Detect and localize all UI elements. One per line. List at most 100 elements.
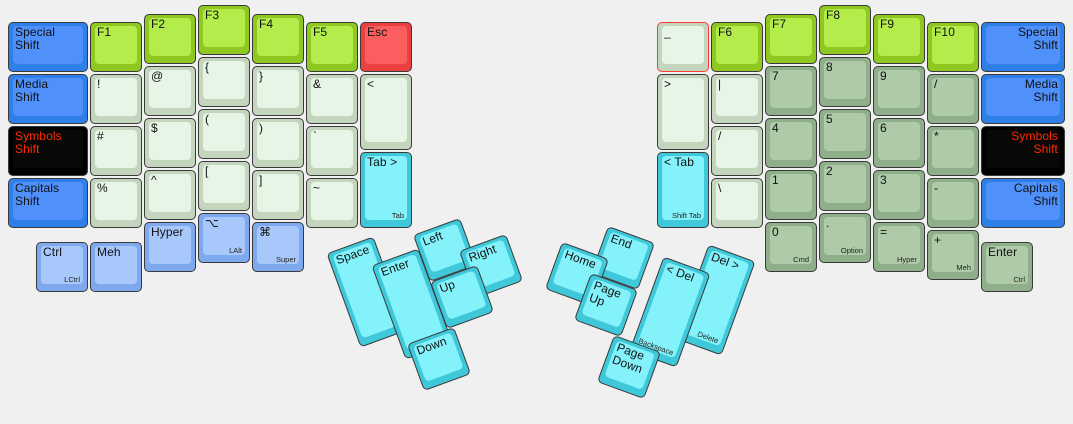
col-r-innermost-key-0[interactable]: _ xyxy=(657,22,709,72)
key-label: 7 xyxy=(772,69,779,83)
col-r-innermost-key-1[interactable]: > xyxy=(657,74,709,150)
key-cap xyxy=(41,246,83,284)
key-label: ^ xyxy=(151,173,157,187)
col-outer-left-key-1[interactable]: Media Shift xyxy=(8,74,88,124)
col-index-key-0[interactable]: F4 xyxy=(252,14,304,64)
key-cap xyxy=(662,78,704,142)
key-cap xyxy=(95,182,137,220)
col-r-pinky-key-1[interactable]: / xyxy=(927,74,979,124)
key-cap xyxy=(716,78,758,116)
col-index-key-4[interactable]: ⌘ Super xyxy=(252,222,304,272)
col-r-index-key-2[interactable]: 4 xyxy=(765,118,817,168)
col-r-index-key-4[interactable]: 0 Cmd xyxy=(765,222,817,272)
key-label: ` xyxy=(313,129,318,143)
key-label: F10 xyxy=(934,25,955,39)
col-middle-key-2[interactable]: ( xyxy=(198,109,250,159)
col-inner-key-1[interactable]: & xyxy=(306,74,358,124)
col-r-ring-key-3[interactable]: 3 xyxy=(873,170,925,220)
col-r-inner-key-0[interactable]: F6 xyxy=(711,22,763,72)
col-r-inner-key-2[interactable]: / xyxy=(711,126,763,176)
col-r-ring-key-0[interactable]: F9 xyxy=(873,14,925,64)
key-label: 2 xyxy=(826,164,833,178)
col-innermost-key-0[interactable]: Esc xyxy=(360,22,412,72)
col-r-index-key-0[interactable]: F7 xyxy=(765,14,817,64)
key-cap xyxy=(824,165,866,203)
key-cap xyxy=(149,174,191,212)
key-sublabel: Shift Tab xyxy=(671,211,701,220)
col-pinky-key-2[interactable]: # xyxy=(90,126,142,176)
col-outer-right-key-0[interactable]: Special Shift xyxy=(981,22,1065,72)
col-innermost-key-1[interactable]: < xyxy=(360,74,412,150)
key-cap xyxy=(878,226,920,264)
col-index-key-3[interactable]: ] xyxy=(252,170,304,220)
key-label: 9 xyxy=(880,69,887,83)
key-label: | xyxy=(718,77,722,91)
col-outer-right-key-2[interactable]: Symbols Shift xyxy=(981,126,1065,176)
key-label: ( xyxy=(205,112,210,126)
col-middle-key-4[interactable]: ⌥ LAlt xyxy=(198,213,250,263)
col-innermost-key-2[interactable]: Tab > Tab xyxy=(360,152,412,228)
col-r-pinky-key-4[interactable]: + Meh xyxy=(927,230,979,280)
col-middle-key-0[interactable]: F3 xyxy=(198,5,250,55)
col-r-pinky-key-0[interactable]: F10 xyxy=(927,22,979,72)
key-cap xyxy=(203,61,245,99)
key-label: } xyxy=(259,69,264,83)
col-r-inner-key-1[interactable]: | xyxy=(711,74,763,124)
key-label: # xyxy=(97,129,104,143)
col-r-middle-key-1[interactable]: 8 xyxy=(819,57,871,107)
key-label: $ xyxy=(151,121,158,135)
col-outer-right-key-1[interactable]: Media Shift xyxy=(981,74,1065,124)
col-ring-key-2[interactable]: $ xyxy=(144,118,196,168)
col-ring-key-1[interactable]: @ xyxy=(144,66,196,116)
col-inner-key-0[interactable]: F5 xyxy=(306,22,358,72)
col-r-middle-key-3[interactable]: 2 xyxy=(819,161,871,211)
meh-key[interactable]: Meh xyxy=(90,242,142,292)
col-inner-key-3[interactable]: ~ xyxy=(306,178,358,228)
col-r-innermost-key-2[interactable]: < Tab Shift Tab xyxy=(657,152,709,228)
col-r-index-key-3[interactable]: 1 xyxy=(765,170,817,220)
key-label: F2 xyxy=(151,17,166,31)
col-r-middle-key-2[interactable]: 5 xyxy=(819,109,871,159)
key-cap xyxy=(95,78,137,116)
col-r-middle-key-4[interactable]: . Option xyxy=(819,213,871,263)
col-pinky-key-3[interactable]: % xyxy=(90,178,142,228)
key-cap xyxy=(203,217,245,255)
col-index-key-1[interactable]: } xyxy=(252,66,304,116)
col-inner-key-2[interactable]: ` xyxy=(306,126,358,176)
col-index-key-2[interactable]: ) xyxy=(252,118,304,168)
col-r-ring-key-4[interactable]: = Hyper xyxy=(873,222,925,272)
key-cap xyxy=(932,130,974,168)
col-pinky-key-0[interactable]: F1 xyxy=(90,22,142,72)
enter-key[interactable]: Enter Ctrl xyxy=(981,242,1033,292)
key-cap xyxy=(149,70,191,108)
key-label: F8 xyxy=(826,8,841,22)
col-middle-key-3[interactable]: [ xyxy=(198,161,250,211)
col-r-pinky-key-2[interactable]: * xyxy=(927,126,979,176)
col-outer-left-key-2[interactable]: Symbols Shift xyxy=(8,126,88,176)
key-label: * xyxy=(934,129,939,143)
col-r-ring-key-2[interactable]: 6 xyxy=(873,118,925,168)
key-cap xyxy=(770,226,812,264)
col-ring-key-0[interactable]: F2 xyxy=(144,14,196,64)
col-outer-left-key-0[interactable]: Special Shift xyxy=(8,22,88,72)
col-outer-left-key-3[interactable]: Capitals Shift xyxy=(8,178,88,228)
col-pinky-key-1[interactable]: ! xyxy=(90,74,142,124)
col-middle-key-1[interactable]: { xyxy=(198,57,250,107)
key-sublabel: Ctrl xyxy=(1013,275,1025,284)
col-ring-key-3[interactable]: ^ xyxy=(144,170,196,220)
col-r-ring-key-1[interactable]: 9 xyxy=(873,66,925,116)
col-ring-key-4[interactable]: Hyper xyxy=(144,222,196,272)
key-label: 0 xyxy=(772,225,779,239)
col-r-index-key-1[interactable]: 7 xyxy=(765,66,817,116)
key-cap xyxy=(149,226,191,264)
ctrl-key[interactable]: Ctrl LCtrl xyxy=(36,242,88,292)
key-label: F9 xyxy=(880,17,895,31)
key-cap xyxy=(311,130,353,168)
col-outer-right-key-3[interactable]: Capitals Shift xyxy=(981,178,1065,228)
col-r-middle-key-0[interactable]: F8 xyxy=(819,5,871,55)
key-cap xyxy=(311,182,353,220)
col-r-pinky-key-3[interactable]: - xyxy=(927,178,979,228)
col-r-inner-key-3[interactable]: \ xyxy=(711,178,763,228)
key-cap xyxy=(878,18,920,56)
